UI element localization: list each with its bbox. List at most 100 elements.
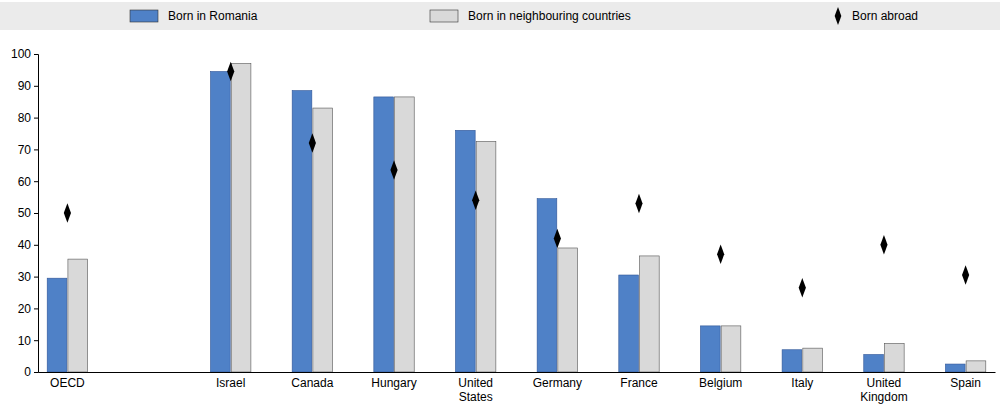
y-tick-mark xyxy=(34,372,38,373)
y-tick-label: 50 xyxy=(18,206,32,220)
y-tick-label: 0 xyxy=(24,365,31,379)
bar xyxy=(47,278,67,372)
x-tick: France xyxy=(620,376,658,390)
y-tick-mark xyxy=(34,149,38,150)
x-tick: Germany xyxy=(533,376,582,390)
bar xyxy=(395,97,415,372)
x-tick: Spain xyxy=(950,376,981,390)
bar xyxy=(864,355,884,372)
x-tick-label: Italy xyxy=(791,376,813,390)
x-tick-label: Germany xyxy=(533,376,582,390)
x-tick: Israel xyxy=(216,376,245,390)
marker xyxy=(390,160,397,179)
x-axis: OECD Israel Canada Hungary UnitedStates Germa… xyxy=(39,373,996,404)
y-tick-label: 80 xyxy=(18,111,32,125)
bar xyxy=(884,343,904,372)
y-tick-mark xyxy=(34,308,38,309)
legend-label: Born in neighbouring countries xyxy=(468,9,631,23)
x-tick-label: OECD xyxy=(50,376,85,390)
y-tick-label: 60 xyxy=(18,175,32,189)
marker xyxy=(717,245,724,264)
bar xyxy=(68,259,88,372)
y-tick-mark xyxy=(34,245,38,246)
marker xyxy=(554,229,561,248)
y-tick-label: 20 xyxy=(18,302,32,316)
bar xyxy=(374,97,394,372)
y-tick-mark xyxy=(34,340,38,341)
y-tick-label: 70 xyxy=(18,143,32,157)
y-axis-line xyxy=(34,55,39,373)
legend-swatch xyxy=(430,10,458,22)
y-tick: 70 xyxy=(18,143,38,157)
plot-area xyxy=(47,62,986,372)
bar xyxy=(455,130,475,372)
y-tick-label: 100 xyxy=(11,47,31,61)
marker xyxy=(64,203,71,222)
chart: Born in Romania Born in neighbouring coun… xyxy=(0,0,1000,414)
y-tick-mark xyxy=(34,277,38,278)
x-tick-label: Hungary xyxy=(371,376,416,390)
x-tick-label: UnitedKingdom xyxy=(860,376,907,404)
legend-swatch xyxy=(835,7,842,25)
y-tick: 60 xyxy=(18,175,38,189)
x-tick: UnitedKingdom xyxy=(860,376,907,404)
marker xyxy=(962,265,969,284)
x-tick: UnitedStates xyxy=(458,376,493,404)
x-tick-label: Belgium xyxy=(699,376,742,390)
marker xyxy=(227,62,234,81)
y-tick: 100 xyxy=(11,47,38,61)
y-tick: 80 xyxy=(18,111,38,125)
bar xyxy=(640,256,660,372)
x-tick: Belgium xyxy=(699,376,742,390)
bar xyxy=(700,326,720,372)
y-tick: 40 xyxy=(18,238,38,252)
bar xyxy=(537,199,557,372)
bar xyxy=(619,275,639,372)
y-tick: 20 xyxy=(18,302,38,316)
marker xyxy=(635,194,642,213)
y-tick-label: 10 xyxy=(18,334,32,348)
x-tick-label: France xyxy=(620,376,658,390)
bar xyxy=(231,64,251,372)
bar xyxy=(803,348,823,372)
y-axis: 0 10 20 30 40 50 60 70 80 90 100 xyxy=(11,47,39,379)
bar xyxy=(211,71,231,372)
legend: Born in Romania Born in neighbouring coun… xyxy=(0,2,1000,30)
y-tick: 10 xyxy=(18,334,38,348)
y-tick-label: 40 xyxy=(18,238,32,252)
bar xyxy=(721,326,741,372)
x-tick-label: Israel xyxy=(216,376,245,390)
legend-item: Born in neighbouring countries xyxy=(430,9,631,23)
y-tick: 0 xyxy=(24,365,38,379)
bar xyxy=(966,361,986,372)
y-tick: 30 xyxy=(18,270,38,284)
bar xyxy=(476,141,496,372)
legend-label: Born in Romania xyxy=(168,9,258,23)
x-tick: Italy xyxy=(791,376,813,390)
marker xyxy=(880,235,887,254)
bar xyxy=(945,364,965,372)
legend-label: Born abroad xyxy=(852,9,918,23)
bar xyxy=(292,91,312,372)
marker xyxy=(309,133,316,152)
legend-background xyxy=(0,2,1000,30)
y-tick: 90 xyxy=(18,79,38,93)
x-tick: Canada xyxy=(291,376,333,390)
legend-item: Born abroad xyxy=(835,7,918,25)
x-tick-label: Canada xyxy=(291,376,333,390)
x-tick-label: UnitedStates xyxy=(458,376,493,404)
y-tick-mark xyxy=(34,54,38,55)
x-axis-line xyxy=(39,372,996,373)
y-tick-mark xyxy=(34,86,38,87)
legend-item: Born in Romania xyxy=(130,9,258,23)
x-tick-label: Spain xyxy=(950,376,981,390)
x-tick: OECD xyxy=(50,376,85,390)
y-tick: 50 xyxy=(18,206,38,220)
bar xyxy=(782,350,802,372)
y-tick-mark xyxy=(34,213,38,214)
x-tick: Hungary xyxy=(371,376,416,390)
y-tick-mark xyxy=(34,118,38,119)
bar xyxy=(558,248,578,372)
bar xyxy=(313,108,333,372)
marker xyxy=(472,191,479,210)
